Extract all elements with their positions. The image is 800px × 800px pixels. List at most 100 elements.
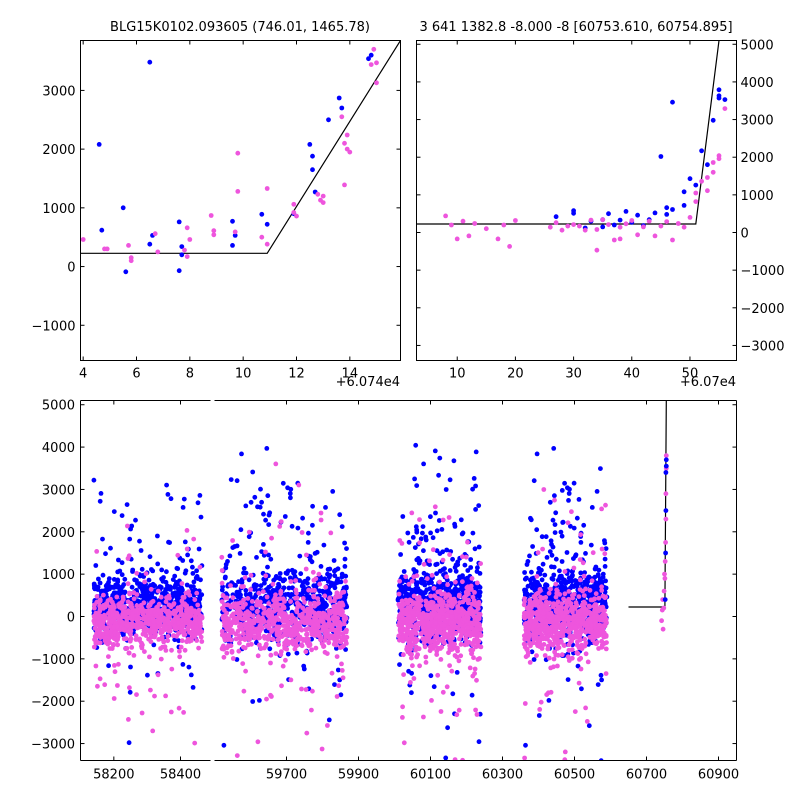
y-tick-label: 4000 [741, 76, 774, 91]
season-point-magenta [248, 587, 254, 592]
y-tick-label: −1000 [32, 319, 76, 334]
season-point-magenta [194, 638, 200, 643]
season-point-magenta [343, 578, 348, 584]
data-point-magenta [374, 60, 379, 66]
season-point-magenta [415, 652, 420, 658]
season-point-magenta [259, 603, 264, 609]
season-point-blue [592, 574, 598, 580]
data-point-blue [635, 212, 640, 218]
season-point-blue [321, 542, 327, 548]
season-point-magenta [177, 654, 183, 660]
season-point-magenta [339, 590, 345, 596]
season-point-blue [566, 491, 572, 496]
season-point-magenta [158, 594, 164, 600]
season-point-magenta [189, 637, 194, 642]
season-point-magenta [337, 594, 343, 599]
season-point-magenta [280, 663, 286, 669]
season-point-magenta [445, 582, 450, 588]
season-point-magenta [287, 639, 293, 645]
season-point-magenta [219, 554, 225, 560]
season-point-magenta [477, 656, 482, 661]
season-point-blue [453, 568, 459, 574]
data-point-magenta [443, 213, 448, 219]
data-point-blue [705, 162, 710, 168]
season-point-blue [161, 575, 166, 580]
season-point-blue [476, 739, 482, 745]
season-point-magenta [120, 594, 126, 600]
season-point-magenta [448, 627, 453, 633]
season-point-magenta [268, 660, 273, 666]
season-point-blue [189, 600, 195, 606]
season-point-blue [475, 565, 480, 571]
season-point-blue [265, 564, 270, 570]
season-point-blue [286, 585, 292, 591]
season-point-magenta [283, 657, 288, 663]
season-point-magenta [454, 654, 460, 660]
season-point-blue [402, 584, 408, 590]
season-point-blue [445, 725, 450, 731]
data-point-magenta [264, 186, 270, 191]
data-point-magenta [699, 178, 704, 184]
season-point-blue [440, 549, 446, 555]
season-point-magenta [265, 612, 271, 618]
season-point-blue [415, 589, 421, 594]
season-point-magenta [111, 642, 116, 648]
season-point-magenta [465, 584, 471, 590]
season-point-blue [405, 530, 411, 536]
season-point-blue [452, 565, 458, 570]
season-point-magenta [191, 536, 197, 542]
season-point-blue [132, 577, 138, 583]
data-point-blue [600, 224, 606, 230]
data-point-magenta [291, 201, 297, 207]
season-point-magenta [108, 628, 114, 634]
season-point-blue [428, 530, 433, 536]
season-point-blue [166, 539, 171, 545]
season-point-magenta [334, 590, 340, 596]
season-point-magenta [444, 574, 450, 580]
season-point-blue [294, 650, 300, 656]
season-point-magenta [287, 620, 293, 626]
season-point-blue [301, 663, 307, 669]
season-point-magenta [457, 628, 462, 634]
season-point-magenta [155, 672, 161, 678]
season-point-magenta [299, 627, 304, 633]
season-point-blue [268, 556, 274, 562]
season-point-magenta [313, 645, 319, 651]
season-point-blue [326, 717, 332, 723]
data-point-magenta [235, 150, 241, 156]
season-point-blue [225, 559, 230, 564]
data-point-magenta [565, 223, 571, 229]
season-point-blue [310, 503, 315, 509]
season-point-magenta [158, 627, 164, 633]
season-point-magenta [263, 573, 269, 579]
season-point-magenta [457, 592, 462, 598]
data-point-magenta [291, 210, 297, 215]
season-point-magenta [333, 621, 339, 627]
x-tick-label: 50 [682, 367, 699, 382]
season-point-magenta [339, 668, 345, 673]
season-point-magenta [271, 621, 277, 627]
data-point-blue [336, 95, 342, 101]
season-point-blue [164, 587, 170, 592]
data-point-blue [99, 227, 105, 233]
season-point-magenta [316, 623, 321, 628]
season-point-magenta [143, 631, 148, 636]
data-point-magenta [582, 227, 588, 233]
season-point-magenta [397, 626, 403, 632]
season-point-magenta [458, 642, 464, 647]
season-point-blue [457, 574, 462, 580]
season-point-blue [523, 587, 529, 593]
x-tick-label: 6 [132, 367, 140, 382]
season-point-magenta [219, 599, 225, 604]
season-point-magenta [462, 642, 468, 648]
season-point-magenta [437, 599, 442, 604]
season-point-blue [185, 552, 191, 558]
season-point-magenta [97, 631, 102, 636]
season-point-magenta [140, 623, 146, 629]
data-point-blue [123, 269, 129, 275]
season-point-magenta [303, 687, 309, 692]
season-point-magenta [147, 609, 153, 615]
season-point-magenta [410, 663, 415, 669]
season-point-blue [343, 647, 348, 652]
